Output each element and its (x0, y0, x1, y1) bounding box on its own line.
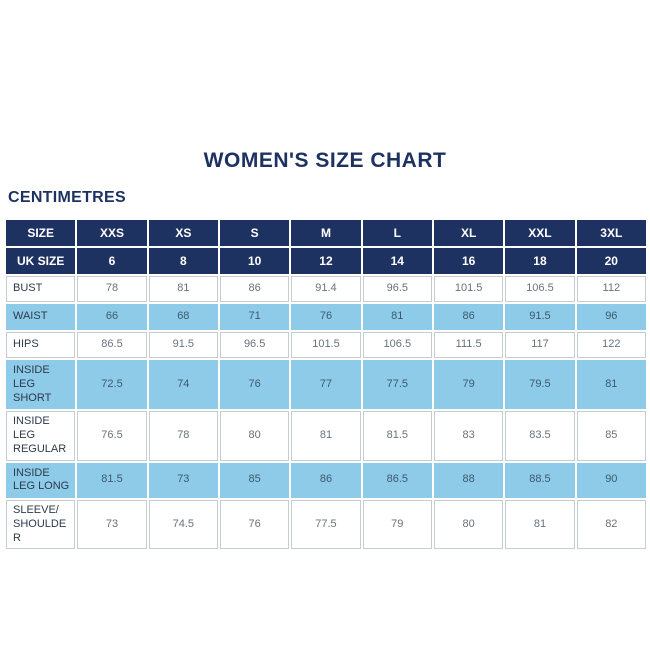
value-cell: 81 (576, 360, 646, 410)
value-cell: 96 (576, 304, 646, 330)
value-cell: 82 (576, 500, 646, 550)
value-cell: 101.5 (291, 332, 361, 358)
value-cell: 96.5 (219, 332, 290, 358)
row-label: SLEEVE/ SHOULDER (6, 500, 76, 550)
page-title: WOMEN'S SIZE CHART (203, 149, 447, 172)
measurement-row: INSIDE LEG REGULAR 76.5 78 80 81 81.5 83 83.5 85 (6, 411, 646, 461)
uk-size-cell: 8 (148, 248, 218, 274)
value-cell: 77.5 (362, 360, 432, 410)
value-cell: 71 (219, 304, 290, 330)
value-cell: 76.5 (77, 411, 147, 461)
value-cell: 79 (433, 360, 504, 410)
value-cell: 77 (291, 360, 361, 410)
uk-size-cell: 20 (576, 248, 646, 274)
value-cell: 66 (77, 304, 147, 330)
table-body: BUST 78 81 86 91.4 96.5 101.5 106.5 112 WAIST 66 68… (6, 276, 646, 550)
value-cell: 85 (576, 411, 646, 461)
value-cell: 81 (505, 500, 575, 550)
row-label: INSIDE LEG REGULAR (6, 411, 76, 461)
value-cell: 80 (433, 500, 504, 550)
value-cell: 101.5 (433, 276, 504, 302)
value-cell: 88 (433, 462, 504, 498)
value-cell: 86 (291, 462, 361, 498)
value-cell: 74 (148, 360, 218, 410)
uk-size-cell: 14 (362, 248, 432, 274)
measurement-row: INSIDE LEG LONG 81.5 73 85 86 86.5 88 88.5 90 (6, 462, 646, 498)
value-cell: 81 (291, 411, 361, 461)
value-cell: 85 (219, 462, 290, 498)
measurement-row: HIPS 86.5 91.5 96.5 101.5 106.5 111.5 117 122 (6, 332, 646, 358)
value-cell: 91.4 (291, 276, 361, 302)
value-cell: 73 (77, 500, 147, 550)
value-cell: 77.5 (291, 500, 361, 550)
size-header-row: SIZE XXS XS S M L XL XXL 3XL (6, 220, 646, 246)
value-cell: 73 (148, 462, 218, 498)
size-header-label: SIZE (6, 220, 76, 246)
value-cell: 76 (219, 360, 290, 410)
value-cell: 111.5 (433, 332, 504, 358)
value-cell: 106.5 (505, 276, 575, 302)
row-label: HIPS (6, 332, 76, 358)
size-header-cell: S (219, 220, 290, 246)
measurement-row: BUST 78 81 86 91.4 96.5 101.5 106.5 112 (6, 276, 646, 302)
value-cell: 86 (433, 304, 504, 330)
value-cell: 86.5 (362, 462, 432, 498)
unit-heading: CENTIMETRES (8, 189, 126, 206)
measurement-row: SLEEVE/ SHOULDER 73 74.5 76 77.5 79 80 81 82 (6, 500, 646, 550)
value-cell: 86 (219, 276, 290, 302)
value-cell: 106.5 (362, 332, 432, 358)
value-cell: 122 (576, 332, 646, 358)
measurement-row: INSIDE LEG SHORT 72.5 74 76 77 77.5 79 79.5 81 (6, 360, 646, 410)
uk-size-cell: 16 (433, 248, 504, 274)
uk-size-label: UK SIZE (6, 248, 76, 274)
value-cell: 74.5 (148, 500, 218, 550)
size-header-cell: L (362, 220, 432, 246)
value-cell: 72.5 (77, 360, 147, 410)
value-cell: 81.5 (362, 411, 432, 461)
size-header-cell: XS (148, 220, 218, 246)
value-cell: 79.5 (505, 360, 575, 410)
row-label: WAIST (6, 304, 76, 330)
table-header: SIZE XXS XS S M L XL XXL 3XL UK SIZE 6 8 10 12 14 16 18 2… (6, 220, 646, 274)
value-cell: 78 (77, 276, 147, 302)
value-cell: 112 (576, 276, 646, 302)
size-header-cell: XXS (77, 220, 147, 246)
uk-size-cell: 6 (77, 248, 147, 274)
size-header-cell: XXL (505, 220, 575, 246)
row-label: INSIDE LEG SHORT (6, 360, 76, 410)
uk-size-cell: 12 (291, 248, 361, 274)
value-cell: 86.5 (77, 332, 147, 358)
value-cell: 78 (148, 411, 218, 461)
value-cell: 88.5 (505, 462, 575, 498)
value-cell: 83 (433, 411, 504, 461)
uk-size-row: UK SIZE 6 8 10 12 14 16 18 20 (6, 248, 646, 274)
row-label: INSIDE LEG LONG (6, 462, 76, 498)
value-cell: 81 (362, 304, 432, 330)
size-header-cell: 3XL (576, 220, 646, 246)
value-cell: 76 (219, 500, 290, 550)
value-cell: 81 (148, 276, 218, 302)
value-cell: 76 (291, 304, 361, 330)
uk-size-cell: 10 (219, 248, 290, 274)
uk-size-cell: 18 (505, 248, 575, 274)
value-cell: 80 (219, 411, 290, 461)
value-cell: 79 (362, 500, 432, 550)
measurement-row: WAIST 66 68 71 76 81 86 91.5 96 (6, 304, 646, 330)
value-cell: 83.5 (505, 411, 575, 461)
value-cell: 117 (505, 332, 575, 358)
size-header-cell: M (291, 220, 361, 246)
womens-size-chart-table: SIZE XXS XS S M L XL XXL 3XL UK SIZE 6 8 10 12 14 16 18 2… (4, 218, 648, 551)
value-cell: 90 (576, 462, 646, 498)
value-cell: 91.5 (148, 332, 218, 358)
row-label: BUST (6, 276, 76, 302)
value-cell: 91.5 (505, 304, 575, 330)
size-header-cell: XL (433, 220, 504, 246)
value-cell: 96.5 (362, 276, 432, 302)
value-cell: 81.5 (77, 462, 147, 498)
value-cell: 68 (148, 304, 218, 330)
